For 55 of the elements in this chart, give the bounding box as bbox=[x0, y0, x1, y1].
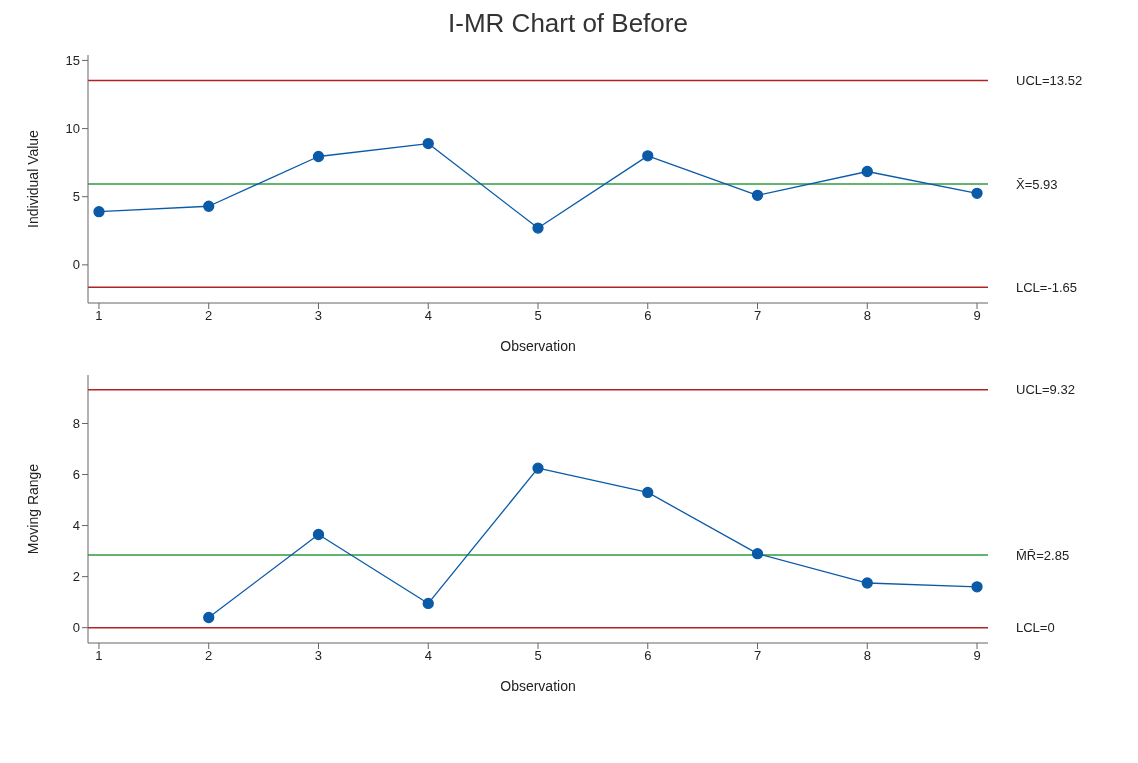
x-tick-label: 9 bbox=[973, 648, 981, 664]
x-tick-label: 3 bbox=[314, 308, 323, 324]
x-tick-label: 1 bbox=[95, 308, 103, 324]
y-tick-label: 5 bbox=[72, 189, 80, 205]
x-tick-label: 1 bbox=[95, 648, 103, 664]
point bbox=[422, 597, 434, 610]
x-axis-title: Observation bbox=[500, 678, 576, 694]
point bbox=[751, 548, 764, 560]
y-axis-title: Individual Value bbox=[24, 129, 41, 228]
x-tick-label: 7 bbox=[753, 648, 762, 664]
point bbox=[971, 581, 983, 593]
x-tick-label: 5 bbox=[534, 648, 542, 664]
point bbox=[203, 611, 215, 624]
x-tick-label: 3 bbox=[314, 648, 323, 664]
y-tick-label: 6 bbox=[72, 467, 80, 483]
x-tick-label: 8 bbox=[863, 308, 871, 324]
y-tick-label: 2 bbox=[72, 569, 80, 585]
x-tick-label: 2 bbox=[205, 648, 213, 664]
x-tick-label: 4 bbox=[424, 648, 432, 664]
point bbox=[751, 189, 764, 201]
ref-line-label: M̄R̄=2.85 bbox=[1016, 547, 1070, 563]
ref-line-label: UCL=9.32 bbox=[1016, 382, 1075, 398]
ref-line-label: UCL=13.52 bbox=[1016, 73, 1083, 89]
point bbox=[203, 200, 215, 212]
y-axis-title: Moving Range bbox=[24, 463, 41, 555]
x-tick-label: 5 bbox=[534, 308, 542, 324]
x-tick-label: 8 bbox=[863, 648, 871, 664]
x-tick-label: 9 bbox=[973, 308, 981, 324]
ref-line-label: LCL=-1.65 bbox=[1016, 279, 1078, 295]
point bbox=[861, 165, 873, 178]
y-tick-label: 15 bbox=[65, 53, 80, 69]
point bbox=[312, 150, 325, 163]
point bbox=[422, 137, 434, 150]
point bbox=[312, 528, 325, 541]
x-tick-label: 6 bbox=[644, 648, 652, 664]
point bbox=[642, 150, 654, 162]
y-tick-label: 8 bbox=[72, 416, 80, 432]
x-tick-label: 4 bbox=[424, 308, 432, 324]
point bbox=[93, 206, 105, 218]
ref-line-label: LCL=0 bbox=[1016, 620, 1055, 636]
y-tick-label: 4 bbox=[72, 518, 80, 534]
y-tick-label: 0 bbox=[72, 257, 80, 273]
chart-title: I-MR Chart of Before bbox=[447, 8, 689, 39]
x-axis-title: Observation bbox=[500, 338, 576, 354]
y-tick-label: 0 bbox=[72, 620, 80, 636]
point bbox=[532, 462, 544, 474]
point bbox=[861, 577, 873, 589]
y-tick-label: 10 bbox=[65, 121, 80, 137]
ref-line-label: X̄=5.93 bbox=[1016, 176, 1058, 192]
x-tick-label: 7 bbox=[753, 308, 762, 324]
point bbox=[532, 222, 544, 234]
x-tick-label: 2 bbox=[205, 308, 213, 324]
point bbox=[971, 187, 983, 199]
x-tick-label: 6 bbox=[644, 308, 652, 324]
point bbox=[642, 486, 654, 499]
